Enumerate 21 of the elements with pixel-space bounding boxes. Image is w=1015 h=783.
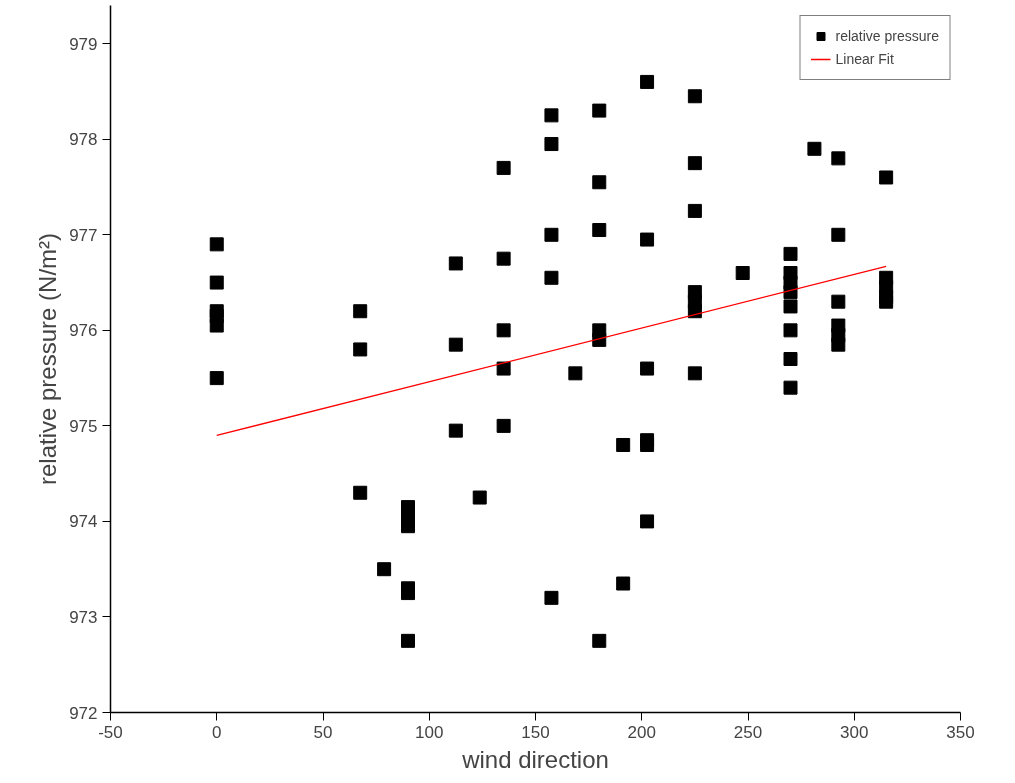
y-tick-label: 975 [69, 416, 98, 436]
y-tick-label: 974 [69, 512, 98, 532]
y-tick-label: 976 [69, 321, 98, 341]
x-tick-label: 300 [840, 722, 869, 742]
y-tick-label: 973 [69, 607, 98, 627]
x-tick-label: 350 [946, 722, 975, 742]
legend-label: relative pressure [835, 28, 939, 44]
y-tick-label: 978 [69, 130, 98, 150]
x-tick-label: 200 [627, 722, 656, 742]
y-tick-label: 979 [69, 34, 98, 54]
x-tick-label: 0 [212, 722, 222, 742]
x-tick-label: 50 [313, 722, 333, 742]
y-tick-label: 977 [69, 225, 98, 245]
x-tick-label: 150 [521, 722, 550, 742]
x-tick-label: -50 [98, 722, 123, 742]
y-tick-label: 972 [69, 703, 98, 723]
x-axis-title: wind direction [461, 745, 609, 773]
x-tick-label: 100 [415, 722, 444, 742]
x-tick-label: 250 [733, 722, 763, 742]
legend-label: Linear Fit [835, 51, 894, 67]
y-axis-title: relative pressure (N/m²) [34, 232, 62, 486]
